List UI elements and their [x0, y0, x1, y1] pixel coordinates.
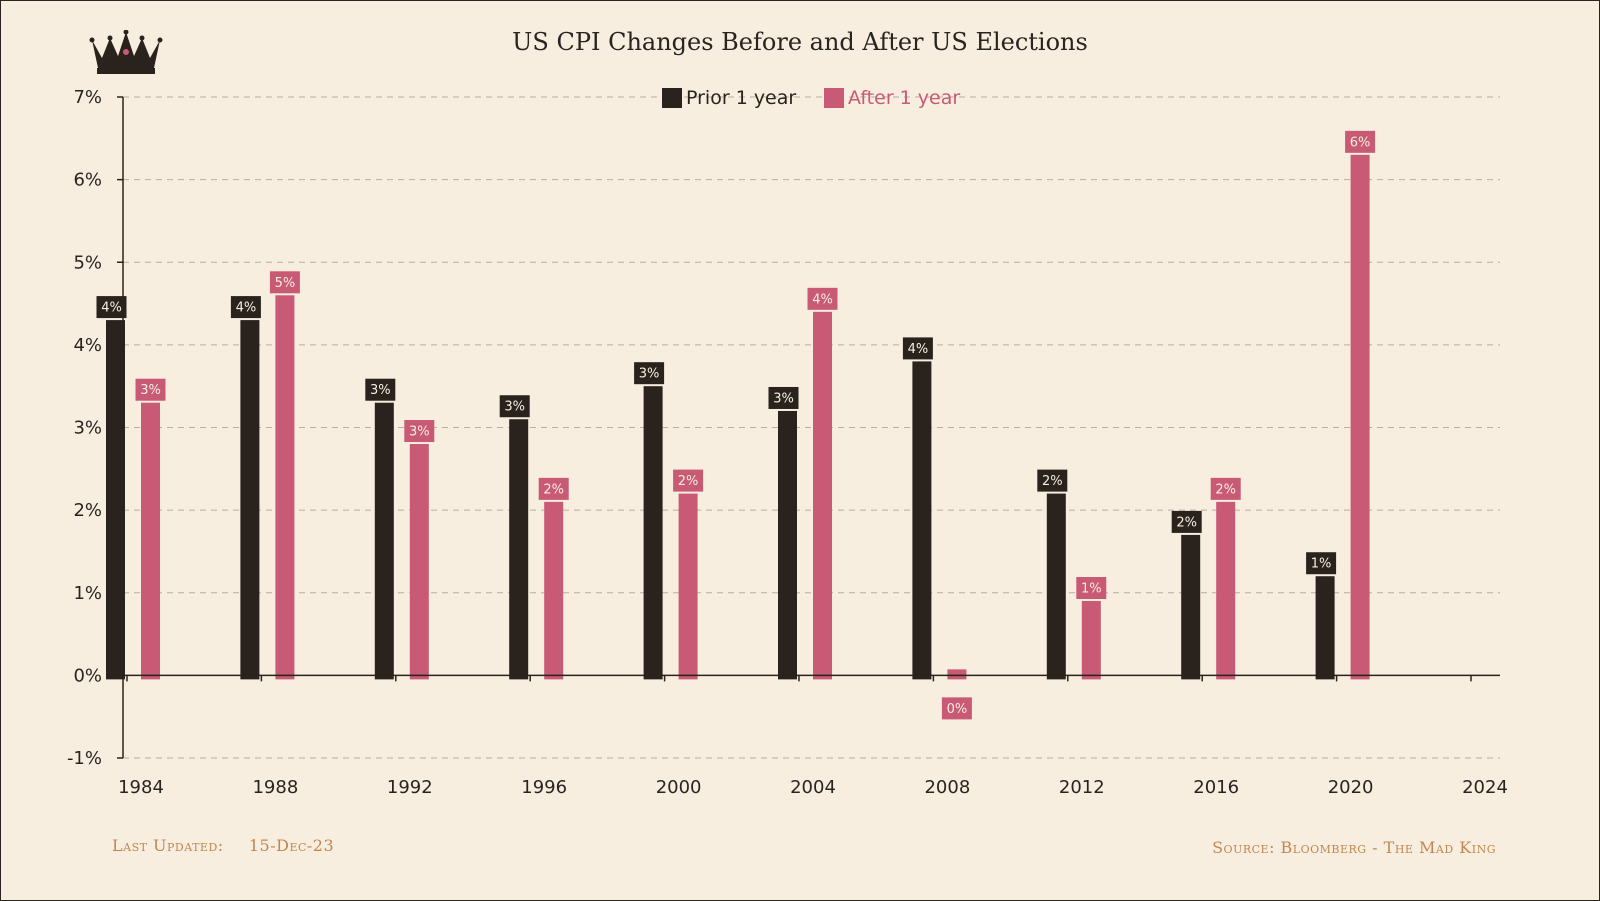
x-tick-label: 2004: [790, 777, 836, 798]
y-tick-label: 1%: [73, 583, 102, 604]
data-label-box: [1171, 510, 1202, 533]
data-label-box: [96, 296, 127, 319]
source-text: Source: Bloomberg - The Mad King: [1212, 838, 1496, 857]
data-label: 3%: [773, 391, 794, 406]
data-label: 3%: [639, 367, 660, 382]
data-label: 2%: [543, 482, 564, 497]
legend-after-label: After 1 year: [848, 87, 960, 109]
data-label: 2%: [1176, 515, 1197, 530]
data-label-box: [768, 386, 799, 409]
data-label-box: [269, 271, 300, 294]
legend-after-swatch: [824, 88, 844, 108]
y-tick-label: 0%: [73, 665, 102, 686]
x-tick-label: 2016: [1193, 777, 1239, 798]
y-tick-label: 6%: [73, 170, 102, 191]
data-label: 2%: [678, 474, 699, 489]
bar-after: [141, 402, 160, 680]
data-label-box: [941, 697, 972, 720]
bar-after: [947, 669, 967, 680]
data-label-box: [404, 420, 435, 443]
bar-prior: [106, 320, 125, 680]
data-label-box: [1306, 552, 1337, 575]
y-tick-label: 5%: [73, 252, 102, 273]
data-label-box: [499, 395, 530, 418]
x-tick-label: 2008: [924, 777, 970, 798]
x-tick-label: 2020: [1328, 777, 1374, 798]
data-label: 2%: [1215, 482, 1236, 497]
data-label-box: [1345, 130, 1376, 153]
data-label: 1%: [1311, 557, 1332, 572]
bar-prior: [374, 402, 394, 680]
data-label: 2%: [1042, 474, 1063, 489]
y-tick-label: 4%: [73, 335, 102, 356]
bar-after: [275, 295, 295, 680]
data-label-box: [135, 378, 166, 401]
bar-prior: [1315, 576, 1335, 680]
data-label-box: [365, 378, 396, 401]
data-label: 3%: [409, 425, 430, 440]
bar-prior: [778, 410, 797, 680]
bar-prior: [240, 320, 260, 680]
bar-after: [813, 311, 832, 680]
last-updated-value: 15-Dec-23: [248, 836, 335, 855]
bar-prior: [643, 386, 663, 680]
x-tick-label: 2012: [1059, 777, 1105, 798]
y-tick-label: 7%: [73, 87, 102, 108]
data-label: 4%: [236, 301, 257, 316]
legend-prior-label: Prior 1 year: [686, 87, 796, 109]
data-label: 4%: [908, 342, 929, 357]
chart-title: US CPI Changes Before and After US Elect…: [512, 28, 1088, 56]
bar-after: [544, 501, 564, 680]
bar-prior: [1181, 534, 1201, 680]
x-tick-label: 1988: [252, 777, 298, 798]
data-label-box: [634, 362, 665, 385]
x-tick-label: 2024: [1462, 777, 1508, 798]
data-label: 5%: [275, 276, 296, 291]
legend-prior-swatch: [662, 88, 682, 108]
bar-prior: [912, 361, 932, 680]
data-label-box: [230, 296, 261, 319]
data-label-box: [1037, 469, 1068, 492]
last-updated: Last Updated: 15-Dec-23: [112, 836, 334, 855]
y-tick-label: 3%: [73, 418, 102, 439]
data-label: 6%: [1350, 135, 1371, 150]
x-tick-label: 1996: [521, 777, 567, 798]
x-tick-label: 1992: [387, 777, 433, 798]
y-tick-label: 2%: [73, 500, 102, 521]
data-label-box: [673, 469, 704, 492]
bar-after: [409, 444, 429, 680]
y-tick-label: -1%: [67, 748, 102, 769]
bar-prior: [509, 419, 529, 680]
bar-prior: [1046, 493, 1066, 680]
data-label: 4%: [101, 301, 122, 316]
data-label: 3%: [140, 383, 161, 398]
data-label-box: [807, 287, 838, 310]
data-label-box: [1076, 577, 1107, 600]
bar-after: [1350, 154, 1370, 680]
x-tick-label: 2000: [656, 777, 702, 798]
last-updated-label: Last Updated:: [112, 836, 224, 855]
data-label-box: [1210, 477, 1241, 500]
bar-after: [678, 493, 698, 680]
data-label: 1%: [1081, 582, 1102, 597]
data-label: 3%: [370, 383, 391, 398]
data-label: 4%: [812, 292, 833, 307]
data-label: 0%: [947, 702, 968, 717]
data-label-box: [538, 477, 569, 500]
bar-after: [1216, 501, 1236, 680]
bar-after: [1081, 601, 1101, 680]
crown-icon: [89, 30, 163, 74]
data-label: 3%: [504, 400, 525, 415]
x-tick-label: 1984: [118, 777, 164, 798]
data-label-box: [902, 337, 933, 360]
